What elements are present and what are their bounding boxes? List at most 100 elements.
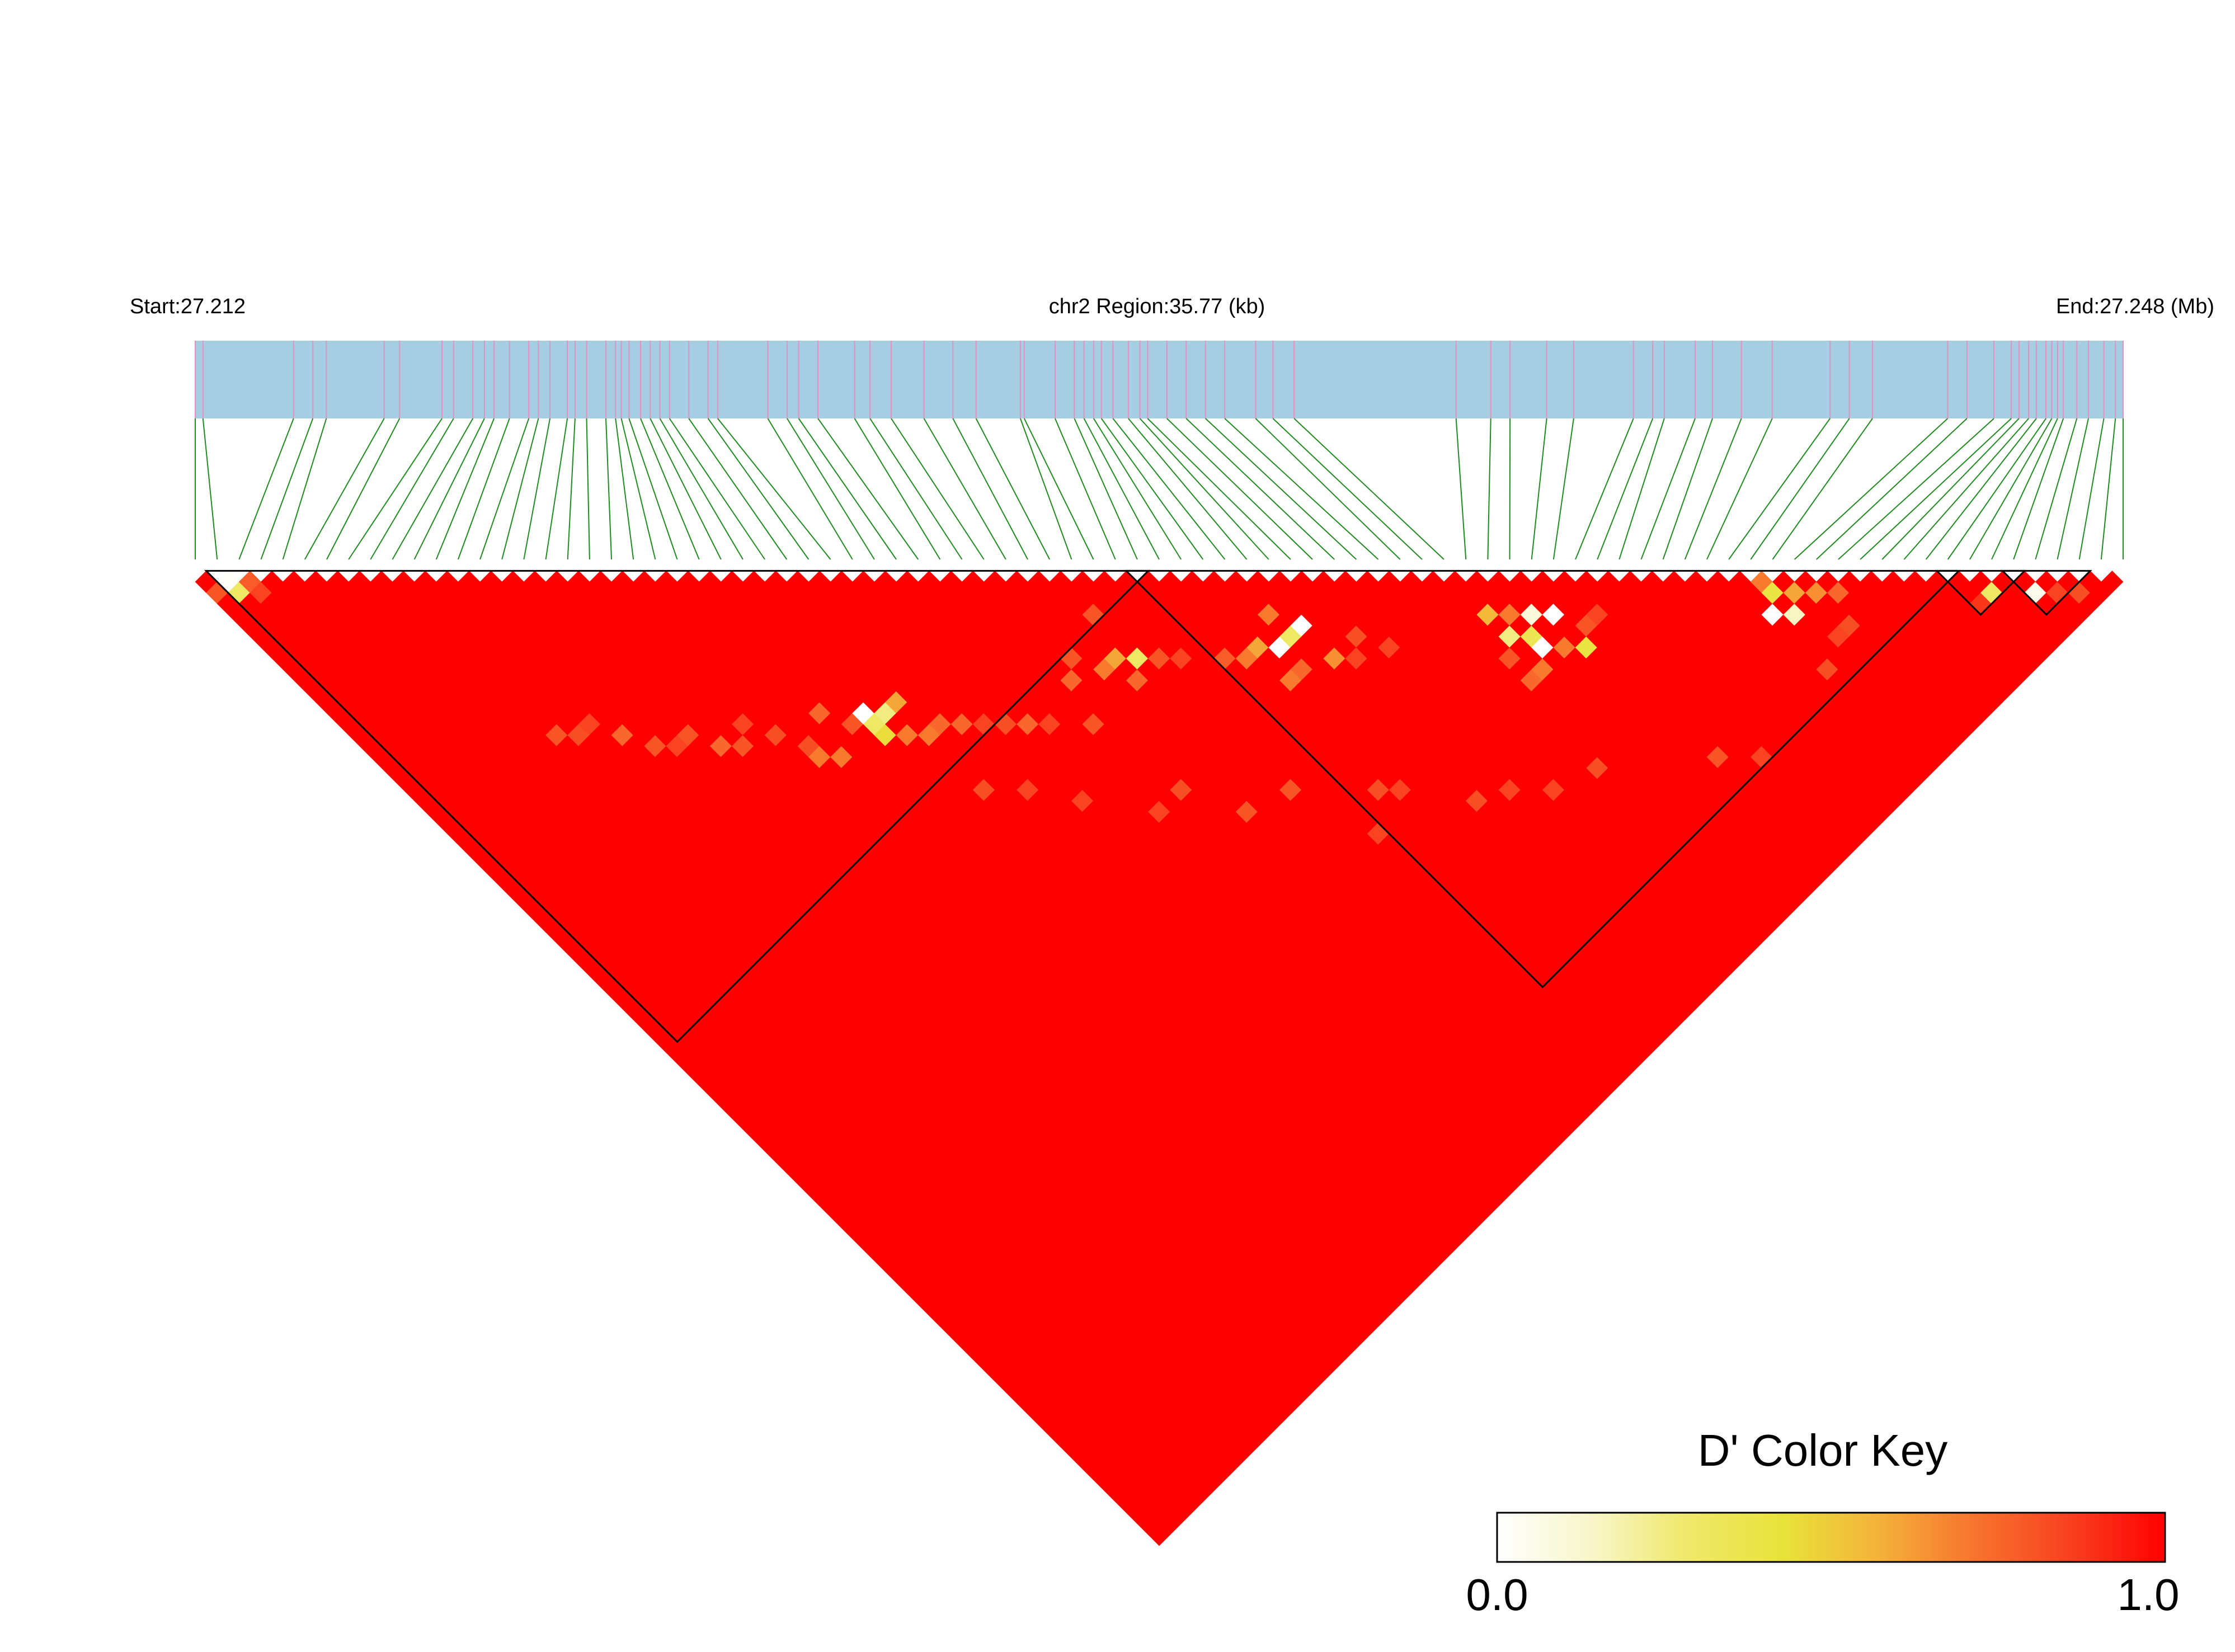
snp-connector bbox=[1112, 418, 1226, 560]
snp-connector bbox=[2013, 418, 2064, 560]
snp-connector bbox=[1255, 418, 1401, 560]
snp-connector bbox=[2100, 418, 2116, 560]
snp-connector bbox=[1947, 418, 2046, 560]
snp-connector bbox=[1205, 418, 1357, 560]
snp-connector bbox=[1139, 418, 1269, 560]
snp-connector bbox=[1455, 418, 1467, 560]
snp-connector bbox=[435, 418, 495, 560]
snp-connector bbox=[767, 418, 853, 560]
snp-connector bbox=[1093, 418, 1182, 560]
snp-connector bbox=[1816, 418, 1968, 560]
snp-connector bbox=[1531, 418, 1547, 560]
ld-dprime-matrix bbox=[195, 570, 2124, 1546]
snp-connector bbox=[1023, 418, 1094, 560]
snp-connector bbox=[1272, 418, 1423, 560]
chromosome-region-track bbox=[195, 341, 2123, 418]
snp-connector bbox=[891, 418, 985, 560]
snp-connector bbox=[1128, 418, 1248, 560]
region-end-label: End:27.248 (Mb) bbox=[2056, 295, 2214, 318]
snp-connector bbox=[413, 418, 485, 560]
snp-connector bbox=[370, 418, 454, 560]
haplotype-block bbox=[204, 570, 1151, 1043]
snp-connector bbox=[304, 418, 385, 560]
snp-connector bbox=[392, 418, 474, 560]
snp-connector bbox=[669, 418, 765, 560]
snp-connector bbox=[1881, 418, 2020, 560]
snp-connector bbox=[1597, 418, 1654, 560]
snp-connector bbox=[605, 418, 613, 560]
snp-connector bbox=[717, 418, 831, 560]
snp-connector bbox=[1293, 418, 1444, 560]
region-size-label: chr2 Region:35.77 (kb) bbox=[1049, 295, 1265, 318]
snp-connector bbox=[817, 418, 919, 560]
snp-connector bbox=[202, 418, 218, 560]
snp-connector bbox=[1100, 418, 1204, 560]
snp-connector bbox=[1662, 418, 1713, 560]
snp-connector bbox=[707, 418, 810, 560]
snp-connector bbox=[545, 418, 568, 560]
snp-connector bbox=[798, 418, 897, 560]
color-key-title: D' Color Key bbox=[1698, 1425, 1948, 1475]
snp-connector bbox=[787, 418, 875, 560]
snp-connector bbox=[640, 418, 700, 560]
haplotype-block-outlines bbox=[204, 570, 2092, 1043]
snp-connector bbox=[1706, 418, 1773, 560]
snp-connector bbox=[1772, 418, 1873, 560]
snp-connector bbox=[1728, 418, 1831, 560]
snp-connector bbox=[1640, 418, 1696, 560]
snp-connector bbox=[1903, 418, 2029, 560]
snp-connector bbox=[457, 418, 510, 560]
ld-cell bbox=[2101, 570, 2124, 594]
snp-connector-lines bbox=[195, 418, 2124, 560]
snp-connector bbox=[348, 418, 443, 560]
snp-connector bbox=[1925, 418, 2037, 560]
snp-connector bbox=[523, 418, 551, 560]
snp-connector bbox=[1487, 418, 1491, 560]
snp-connector bbox=[854, 418, 941, 560]
snp-connector bbox=[1860, 418, 2012, 560]
haplotype-block bbox=[1935, 570, 2027, 616]
snp-connector bbox=[567, 418, 576, 560]
snp-connector bbox=[282, 418, 327, 560]
snp-connector bbox=[628, 418, 678, 560]
snp-connector bbox=[1083, 418, 1160, 560]
region-start-label: Start:27.212 bbox=[130, 295, 246, 318]
snp-connector bbox=[1185, 418, 1335, 560]
snp-connector bbox=[975, 418, 1051, 560]
snp-connector bbox=[1794, 418, 1949, 560]
snp-connector bbox=[1684, 418, 1742, 560]
snp-connector bbox=[1991, 418, 2058, 560]
snp-connector bbox=[1552, 418, 1574, 560]
snp-connector bbox=[869, 418, 963, 560]
snp-connector bbox=[620, 418, 656, 560]
snp-connector bbox=[238, 418, 294, 560]
color-key-min-label: 0.0 bbox=[1466, 1570, 1528, 1620]
snp-connector bbox=[1618, 418, 1665, 560]
snp-connector bbox=[501, 418, 539, 560]
snp-connector bbox=[688, 418, 788, 560]
color-key-max-label: 1.0 bbox=[2117, 1570, 2179, 1620]
snp-connector bbox=[1019, 418, 1072, 560]
snp-connector bbox=[1575, 418, 1634, 560]
snp-connector bbox=[952, 418, 1028, 560]
snp-connector bbox=[1074, 418, 1138, 560]
snp-connector bbox=[1509, 418, 1511, 560]
snp-connector bbox=[923, 418, 1006, 560]
snp-connector bbox=[1166, 418, 1313, 560]
snp-connector bbox=[650, 418, 722, 560]
snp-connector bbox=[1054, 418, 1116, 560]
snp-connector bbox=[479, 418, 530, 560]
snp-position-ticks bbox=[195, 341, 2124, 418]
snp-connector bbox=[1224, 418, 1379, 560]
snp-connector bbox=[1838, 418, 1994, 560]
snp-connector bbox=[260, 418, 314, 560]
snp-connector bbox=[615, 418, 634, 560]
snp-connector bbox=[1147, 418, 1291, 560]
snp-connector bbox=[586, 418, 590, 560]
haplotype-block bbox=[1124, 570, 1961, 989]
snp-connector bbox=[2035, 418, 2078, 560]
snp-connector bbox=[326, 418, 401, 560]
snp-connector bbox=[1969, 418, 2053, 560]
snp-connector bbox=[659, 418, 744, 560]
